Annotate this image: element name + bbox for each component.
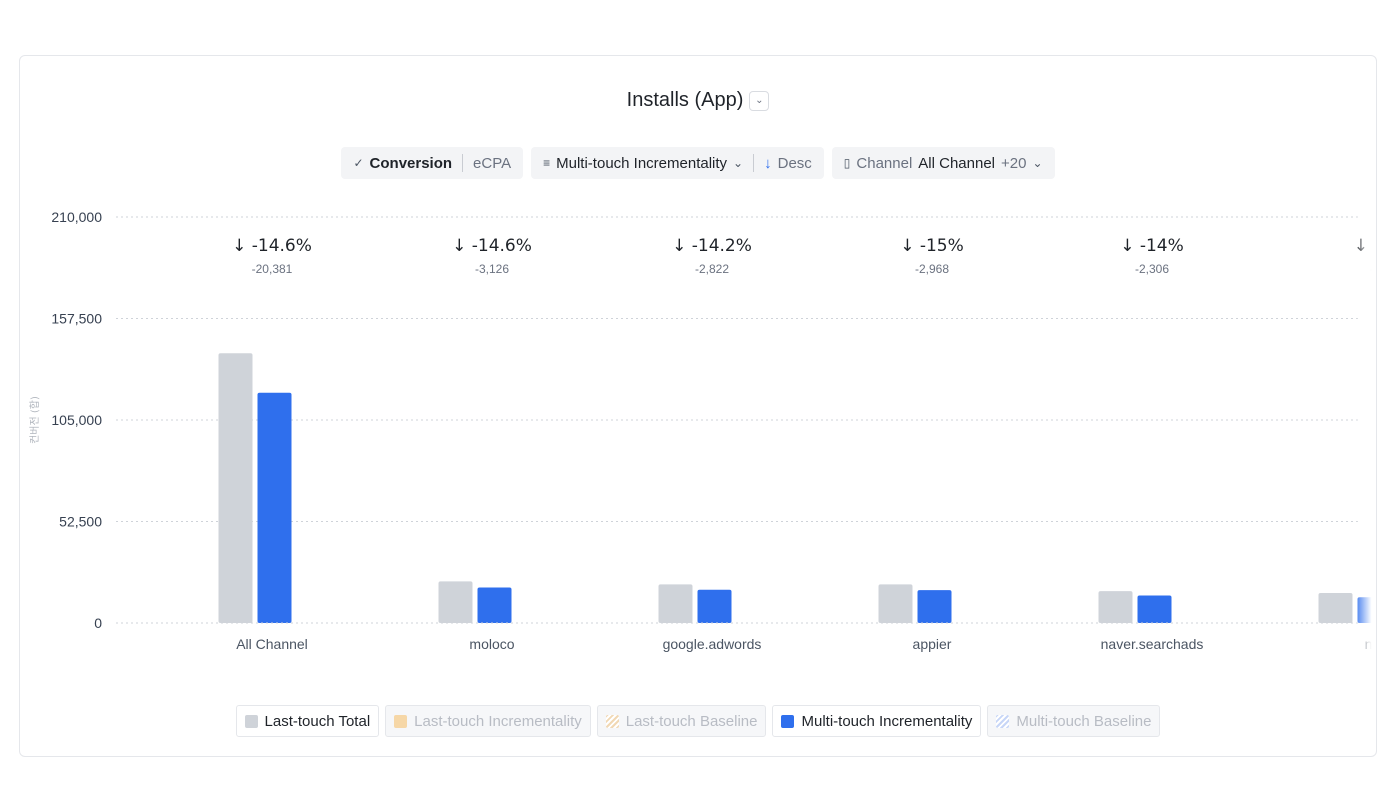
y-tick-label: 0 (94, 615, 102, 631)
bar-multi-touch-incrementality (477, 587, 512, 623)
change-value-label: -2,306 (1135, 262, 1169, 276)
legend-label: Multi-touch Incrementality (801, 712, 973, 730)
toolbar: ✓ Conversion eCPA ≡ Multi-touch Incremen… (20, 147, 1376, 179)
y-tick-label: 52,500 (59, 514, 102, 530)
change-value-label: - (1370, 262, 1374, 276)
change-percent-label: ↓ -14% (1120, 236, 1184, 256)
legend-swatch (605, 714, 619, 728)
divider (462, 154, 464, 172)
sort-direction-button[interactable]: ↓ (764, 154, 772, 172)
change-value-label: -20,381 (252, 262, 293, 276)
change-value-label: -2,968 (915, 262, 949, 276)
change-value-label: -2,822 (695, 262, 729, 276)
bar-last-touch-total (878, 584, 913, 623)
legend-swatch (781, 714, 795, 728)
bar-multi-touch-incrementality (917, 590, 952, 623)
filter-label: Channel (856, 154, 913, 172)
x-tick-label: moloco (469, 636, 514, 652)
filter-extra-count[interactable]: +20 (1001, 154, 1027, 172)
bar-last-touch-total (1098, 591, 1133, 623)
sort-field[interactable]: Multi-touch Incrementality (556, 154, 728, 172)
y-tick-label: 210,000 (51, 209, 102, 225)
chart-legend: Last-touch Total Last-touch Incrementalit… (20, 705, 1376, 737)
chart-card: Installs (App) ⌄ ✓ Conversion eCPA ≡ Mul… (19, 55, 1377, 757)
legend-label: Last-touch Baseline (625, 712, 758, 730)
change-percent-label: ↓ -15% (900, 236, 964, 256)
legend-label: Last-touch Total (264, 712, 371, 730)
x-tick-label: All Channel (236, 636, 308, 652)
legend-swatch (244, 714, 258, 728)
metric-toggle[interactable]: ✓ Conversion eCPA (341, 147, 524, 179)
change-percent-label: ↓ -14.6% (452, 236, 532, 256)
change-percent-label: ↓ -1 (1354, 236, 1377, 256)
y-tick-label: 157,500 (51, 311, 102, 327)
legend-item-last-touch-total[interactable]: Last-touch Total (235, 705, 380, 737)
x-tick-label: naver.searchads (1101, 636, 1204, 652)
bar-last-touch-total (658, 584, 693, 623)
chevron-down-icon[interactable]: ⌄ (1032, 156, 1043, 170)
legend-item-multi-touch-baseline[interactable]: Multi-touch Baseline (987, 705, 1161, 737)
legend-label: Last-touch Incrementality (414, 712, 582, 730)
x-tick-label: ns (1365, 636, 1377, 652)
bar-last-touch-total (218, 353, 253, 623)
metric-conversion[interactable]: Conversion (369, 154, 453, 172)
bar-last-touch-total (438, 581, 473, 623)
change-percent-label: ↓ -14.2% (672, 236, 752, 256)
y-axis-label: 컨버전 (합) (29, 396, 41, 444)
bar-chart: 0 52,500 105,000 157,500 210,000 컨버전 (합) All C… (29, 209, 1377, 652)
legend-label: Multi-touch Baseline (1016, 712, 1152, 730)
y-tick-label: 105,000 (51, 412, 102, 428)
x-tick-label: google.adwords (663, 636, 762, 652)
bar-chart-icon: ▯ (843, 156, 851, 170)
chart-title: Installs (App) (626, 89, 744, 111)
legend-item-multi-touch-incrementality[interactable]: Multi-touch Incrementality (772, 705, 982, 737)
legend-item-last-touch-baseline[interactable]: Last-touch Baseline (596, 705, 767, 737)
sort-direction-label[interactable]: Desc (777, 154, 812, 172)
channel-filter[interactable]: ▯ Channel All Channel +20 ⌄ (831, 147, 1055, 179)
metric-ecpa[interactable]: eCPA (473, 154, 512, 172)
legend-item-last-touch-incrementality[interactable]: Last-touch Incrementality (385, 705, 591, 737)
change-percent-label: ↓ -14.6% (232, 236, 312, 256)
filter-value[interactable]: All Channel (918, 154, 996, 172)
bar-multi-touch-incrementality (1357, 597, 1376, 623)
chevron-down-icon[interactable]: ⌄ (733, 156, 744, 170)
chevron-down-icon[interactable]: ⌄ (749, 90, 770, 111)
bar-multi-touch-incrementality (1137, 595, 1172, 623)
legend-swatch (996, 714, 1010, 728)
bar-multi-touch-incrementality (257, 392, 292, 623)
sort-control[interactable]: ≡ Multi-touch Incrementality ⌄ ↓ Desc (531, 147, 824, 179)
divider (753, 154, 755, 172)
bar-last-touch-total (1318, 593, 1353, 623)
sort-icon: ≡ (543, 156, 551, 170)
bar-multi-touch-incrementality (697, 589, 732, 623)
change-value-label: -3,126 (475, 262, 509, 276)
check-icon: ✓ (353, 156, 364, 170)
x-tick-label: appier (913, 636, 952, 652)
legend-swatch (394, 714, 408, 728)
title-row: Installs (App) ⌄ (20, 89, 1376, 112)
